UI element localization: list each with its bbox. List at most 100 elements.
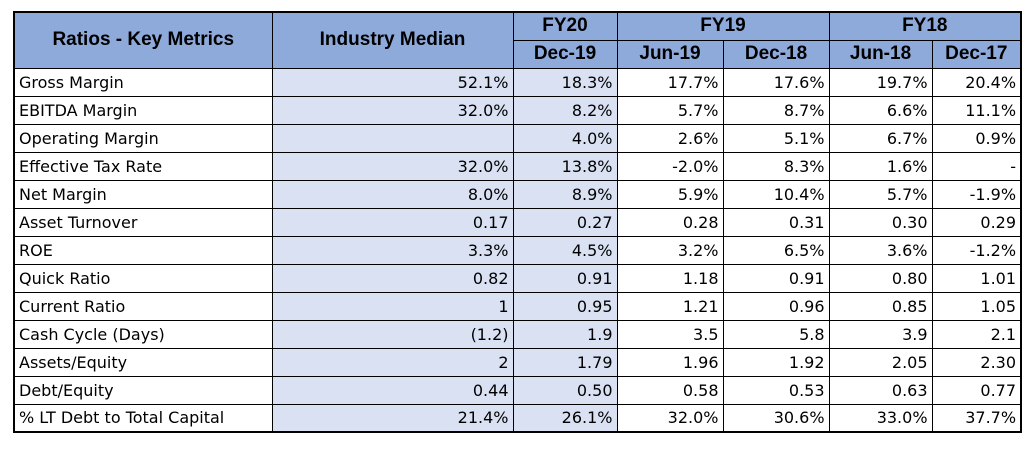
period-value-cell: 13.8%: [512, 151, 618, 181]
metric-label: Gross Margin: [13, 67, 273, 97]
industry-median-value: 1: [271, 291, 514, 321]
period-value-cell: 8.9%: [512, 179, 618, 209]
period-value-cell: 0.27: [512, 207, 618, 237]
period-value-cell: 5.9%: [616, 179, 724, 209]
period-value-cell: 1.96: [616, 347, 724, 377]
industry-median-value: 2: [271, 347, 514, 377]
metric-label: Net Margin: [13, 179, 273, 209]
header-period-jun-18: Jun-18: [828, 39, 933, 69]
period-value-cell: 1.79: [512, 347, 618, 377]
period-value-cell: 19.7%: [828, 67, 933, 97]
metric-label: ROE: [13, 235, 273, 265]
industry-median-value: 0.44: [271, 375, 514, 405]
period-value-cell: 2.1: [931, 319, 1022, 349]
period-value-cell: 20.4%: [931, 67, 1022, 97]
period-value-cell: 1.6%: [828, 151, 933, 181]
metric-label: % LT Debt to Total Capital: [13, 403, 273, 433]
period-value-cell: 0.91: [512, 263, 618, 293]
period-value-cell: 8.3%: [722, 151, 830, 181]
industry-median-value: 21.4%: [271, 403, 514, 433]
header-period-dec-19: Dec-19: [512, 39, 618, 69]
table-row: Asset Turnover 0.17 0.27 0.28 0.31 0.30 0.29: [13, 207, 1022, 237]
header-period-jun-19: Jun-19: [616, 39, 724, 69]
header-fy18: FY18: [828, 11, 1022, 41]
period-value-cell: 3.2%: [616, 235, 724, 265]
header-metric: Ratios - Key Metrics: [13, 11, 273, 69]
period-value-cell: 17.7%: [616, 67, 724, 97]
period-value-cell: -: [931, 151, 1022, 181]
industry-median-value: 3.3%: [271, 235, 514, 265]
table-row: Net Margin 8.0% 8.9% 5.9% 10.4% 5.7% -1.9%: [13, 179, 1022, 209]
period-value-cell: 0.85: [828, 291, 933, 321]
metric-label: EBITDA Margin: [13, 95, 273, 125]
period-value-cell: 6.5%: [722, 235, 830, 265]
period-value-cell: 17.6%: [722, 67, 830, 97]
period-value-cell: 0.53: [722, 375, 830, 405]
period-value-cell: 2.6%: [616, 123, 724, 153]
period-value-cell: 33.0%: [828, 403, 933, 433]
metric-label: Quick Ratio: [13, 263, 273, 293]
period-value-cell: 0.28: [616, 207, 724, 237]
period-value-cell: 1.21: [616, 291, 724, 321]
period-value-cell: 0.63: [828, 375, 933, 405]
header-period-dec-17: Dec-17: [931, 39, 1022, 69]
metric-label: Current Ratio: [13, 291, 273, 321]
industry-median-value: 52.1%: [271, 67, 514, 97]
table-row: Debt/Equity 0.44 0.50 0.58 0.53 0.63 0.77: [13, 375, 1022, 405]
period-value-cell: -1.2%: [931, 235, 1022, 265]
ratios-table-container: Ratios - Key Metrics Industry Median FY2…: [13, 11, 1023, 433]
period-value-cell: 37.7%: [931, 403, 1022, 433]
period-value-cell: 0.95: [512, 291, 618, 321]
period-value-cell: -1.9%: [931, 179, 1022, 209]
period-value-cell: 5.8: [722, 319, 830, 349]
period-value-cell: 0.96: [722, 291, 830, 321]
header-row-periods: Dec-19 Jun-19 Dec-18 Jun-18 Dec-17: [14, 39, 1022, 69]
period-value-cell: 8.7%: [722, 95, 830, 125]
header-fy20: FY20: [512, 11, 618, 41]
table-row: Cash Cycle (Days) (1.2) 1.9 3.5 5.8 3.9 2.1: [13, 319, 1022, 349]
metric-label: Assets/Equity: [13, 347, 273, 377]
metric-label: Asset Turnover: [13, 207, 273, 237]
period-value-cell: 3.6%: [828, 235, 933, 265]
metric-label: Effective Tax Rate: [13, 151, 273, 181]
header-period-dec-18: Dec-18: [722, 39, 830, 69]
period-value-cell: 5.7%: [616, 95, 724, 125]
period-value-cell: -2.0%: [616, 151, 724, 181]
period-value-cell: 2.30: [931, 347, 1022, 377]
period-value-cell: 5.1%: [722, 123, 830, 153]
period-value-cell: 0.58: [616, 375, 724, 405]
period-value-cell: 8.2%: [512, 95, 618, 125]
period-value-cell: 11.1%: [931, 95, 1022, 125]
period-value-cell: 1.9: [512, 319, 618, 349]
period-value-cell: 6.7%: [828, 123, 933, 153]
table-row: Quick Ratio 0.82 0.91 1.18 0.91 0.80 1.01: [13, 263, 1022, 293]
period-value-cell: 1.92: [722, 347, 830, 377]
period-value-cell: 3.9: [828, 319, 933, 349]
metric-label: Cash Cycle (Days): [13, 319, 273, 349]
industry-median-value: [271, 123, 514, 153]
table-row: Gross Margin 52.1% 18.3% 17.7% 17.6% 19.7% 20.…: [13, 67, 1022, 97]
period-value-cell: 0.50: [512, 375, 618, 405]
period-value-cell: 1.05: [931, 291, 1022, 321]
period-value-cell: 0.91: [722, 263, 830, 293]
table-row: Assets/Equity 2 1.79 1.96 1.92 2.05 2.30: [13, 347, 1022, 377]
period-value-cell: 0.31: [722, 207, 830, 237]
table-body: Gross Margin 52.1% 18.3% 17.7% 17.6% 19.7% 20.…: [13, 67, 1022, 433]
period-value-cell: 18.3%: [512, 67, 618, 97]
table-row: % LT Debt to Total Capital 21.4% 26.1% 32.0…: [13, 403, 1022, 433]
industry-median-value: 0.82: [271, 263, 514, 293]
period-value-cell: 2.05: [828, 347, 933, 377]
table-row: Current Ratio 1 0.95 1.21 0.96 0.85 1.05: [13, 291, 1022, 321]
period-value-cell: 1.01: [931, 263, 1022, 293]
period-value-cell: 0.77: [931, 375, 1022, 405]
period-value-cell: 3.5: [616, 319, 724, 349]
period-value-cell: 0.30: [828, 207, 933, 237]
period-value-cell: 6.6%: [828, 95, 933, 125]
key-metrics-table: Ratios - Key Metrics Industry Median FY2…: [13, 11, 1023, 433]
table-row: ROE 3.3% 4.5% 3.2% 6.5% 3.6% -1.2%: [13, 235, 1022, 265]
industry-median-value: 32.0%: [271, 95, 514, 125]
industry-median-value: 0.17: [271, 207, 514, 237]
period-value-cell: 0.80: [828, 263, 933, 293]
period-value-cell: 30.6%: [722, 403, 830, 433]
period-value-cell: 0.29: [931, 207, 1022, 237]
